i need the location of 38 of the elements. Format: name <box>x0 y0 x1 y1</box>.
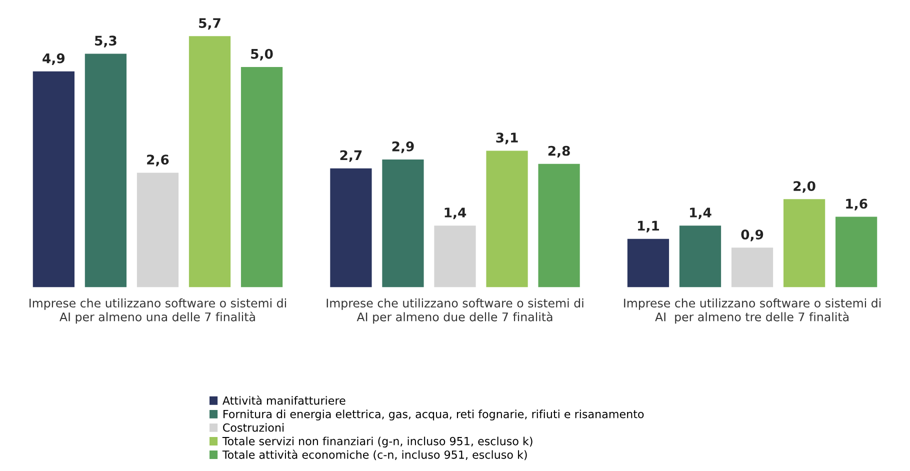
bar <box>679 226 722 288</box>
data-label: 2,0 <box>794 181 816 193</box>
data-label: 0,9 <box>741 230 764 242</box>
legend-label: Fornitura di energia elettrica, gas, acqua, reti fognarie, rifiuti e risanamento <box>224 410 644 420</box>
data-label: 2,6 <box>147 154 169 166</box>
data-label: 5,3 <box>95 36 116 48</box>
x-tick-label: Imprese che utilizzano software o sistemi di AI per almeno tre delle 7 finalità <box>624 298 881 324</box>
bar <box>486 150 528 288</box>
data-label: 2,7 <box>340 150 362 162</box>
bar <box>783 199 826 288</box>
legend-label: Attività manifatturiere <box>222 396 346 405</box>
bar <box>188 36 231 288</box>
bar <box>731 248 774 288</box>
data-label: 1,1 <box>638 220 660 232</box>
data-label: 1,6 <box>846 198 868 210</box>
bar <box>32 71 74 288</box>
data-label: 2,8 <box>548 146 570 158</box>
legend-label: Costruzioni <box>223 423 284 432</box>
bar <box>136 172 179 288</box>
x-tick-label: Imprese che utilizzano software o sistemi di AI per almeno una delle 7 finalità <box>30 298 286 324</box>
data-label: 1,4 <box>690 208 712 220</box>
data-label: 4,9 <box>42 53 65 65</box>
data-label: 2,9 <box>392 141 414 154</box>
bar <box>330 168 372 288</box>
data-label: 1,4 <box>444 208 466 220</box>
bar <box>240 66 283 288</box>
bar <box>84 54 127 288</box>
bar <box>627 238 670 288</box>
data-label: 5,0 <box>251 48 273 61</box>
data-label: 5,7 <box>199 18 220 30</box>
bar <box>434 226 476 288</box>
bar <box>836 216 878 288</box>
legend-label: Totale attività economiche (c-n, incluso 951, escluso k) <box>222 450 527 460</box>
bar <box>538 164 580 288</box>
data-label: 3,1 <box>496 132 518 144</box>
x-tick-label: Imprese che utilizzano software o sistemi di AI per almeno due delle 7 finalità <box>326 298 584 324</box>
bar <box>382 160 424 288</box>
legend-label: Totale servizi non finanziari (g-n, incluso 951, escluso k) <box>222 436 532 448</box>
